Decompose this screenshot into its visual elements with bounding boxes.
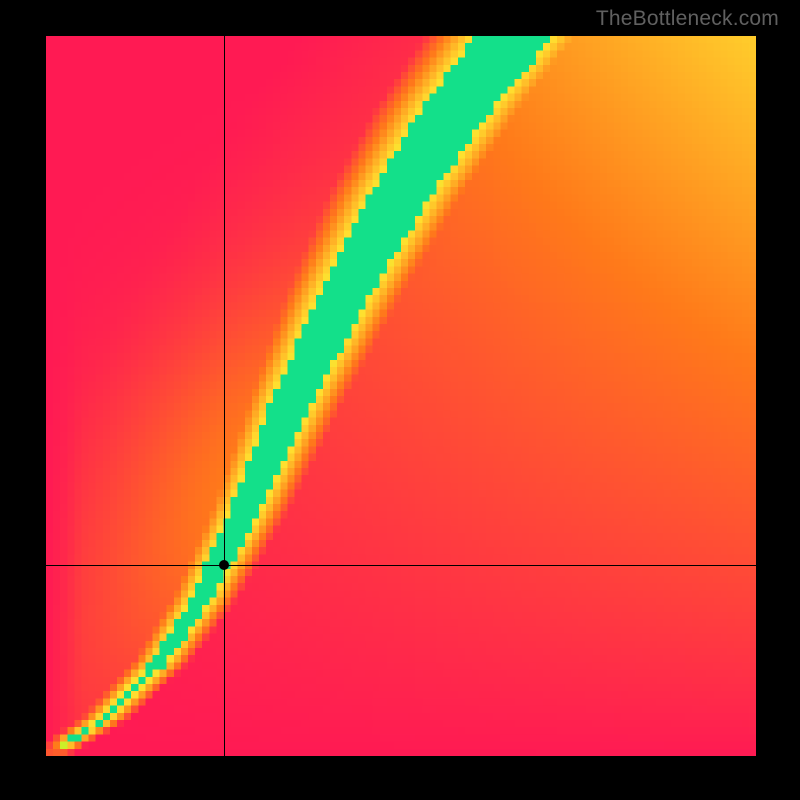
crosshair-vertical-line (224, 36, 225, 756)
selection-marker-dot (219, 560, 229, 570)
watermark-label: TheBottleneck.com (596, 7, 779, 31)
bottleneck-heatmap (46, 36, 756, 756)
chart-container: { "watermark": { "text": "TheBottleneck.… (0, 0, 800, 800)
crosshair-horizontal-line (46, 565, 756, 566)
